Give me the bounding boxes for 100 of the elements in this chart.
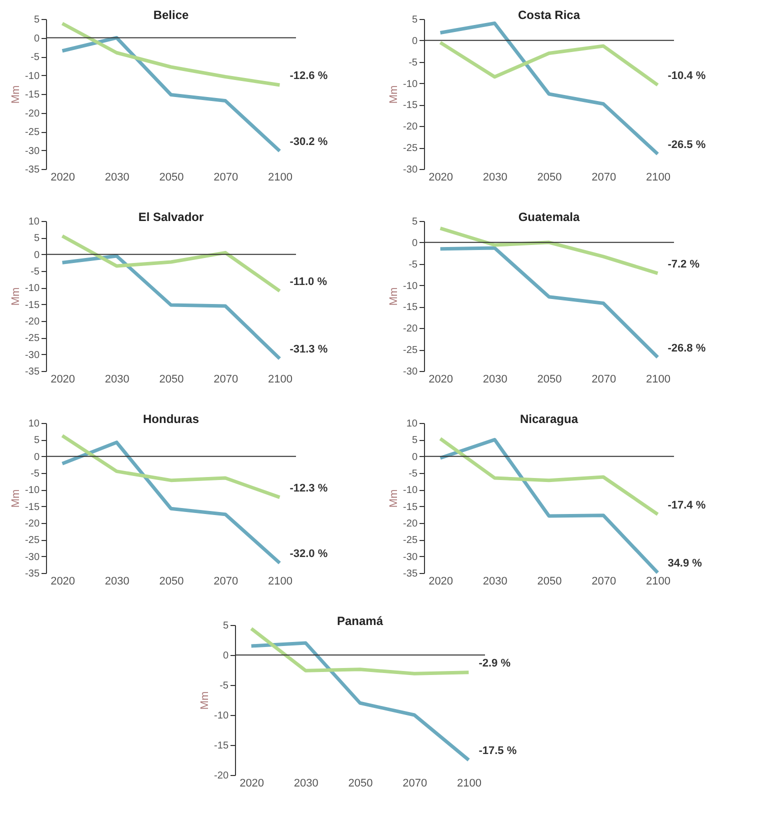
x-tick-label: 2100 (268, 576, 292, 588)
chart-title: El Salvador (138, 210, 204, 224)
y-tick-label: -30 (403, 366, 418, 378)
chart-title: Nicaragua (520, 412, 578, 426)
y-tick-label: 5 (412, 435, 418, 446)
y-tick-label: 5 (34, 233, 40, 244)
y-tick-label: -5 (30, 468, 40, 480)
y-tick-label: -10 (403, 485, 418, 496)
y-tick-label: -25 (25, 535, 40, 546)
x-tick-label: 2030 (104, 172, 130, 184)
x-tick-label: 2050 (537, 374, 562, 386)
annotation: -10.4 % (668, 70, 706, 82)
y-tick-label: -10 (403, 280, 418, 292)
y-tick-label: -35 (403, 568, 418, 580)
y-tick-label: -35 (25, 164, 40, 176)
x-tick-label: 2070 (592, 172, 616, 184)
y-tick-label: 5 (34, 435, 40, 446)
y-tick-label: -15 (403, 302, 418, 314)
annotation: -31.3 % (290, 344, 328, 356)
y-tick-label: -25 (403, 535, 418, 546)
y-tick-label: -15 (25, 502, 40, 513)
y-tick-label: 0 (34, 250, 40, 261)
y-tick-label: 10 (28, 216, 40, 228)
y-tick-label: -5 (408, 468, 418, 480)
x-tick-label: 2100 (646, 576, 670, 588)
y-tick-label: 5 (34, 14, 40, 26)
annotation: -26.5 % (668, 139, 706, 151)
x-tick-label: 2050 (537, 576, 562, 588)
y-axis-title: Mm (10, 489, 22, 508)
y-tick-label: 10 (406, 418, 418, 430)
x-tick-label: 2030 (104, 576, 130, 588)
y-tick-label: -10 (403, 78, 418, 90)
y-tick-label: -20 (403, 518, 418, 530)
annotation: -30.2 % (290, 136, 328, 148)
x-tick-label: 2100 (268, 374, 292, 386)
y-tick-label: -20 (25, 316, 40, 328)
y-tick-label: -20 (403, 122, 418, 133)
x-tick-label: 2100 (456, 778, 482, 790)
x-tick-label: 2020 (240, 778, 264, 790)
x-tick-label: 2070 (214, 172, 238, 184)
x-tick-label: 2070 (592, 576, 616, 588)
y-tick-label: -30 (25, 552, 40, 563)
y-tick-label: -25 (403, 143, 418, 154)
annotation: -7.2 % (668, 258, 700, 270)
x-tick-label: 2070 (214, 576, 238, 588)
y-tick-label: -20 (25, 108, 40, 120)
y-tick-label: -25 (403, 345, 418, 356)
y-tick-label: 10 (28, 418, 40, 430)
y-tick-label: -10 (25, 283, 40, 294)
chart-title: Honduras (142, 412, 200, 426)
annotation: -17.5 % (478, 745, 517, 757)
annotation: -17.4 % (668, 499, 706, 512)
x-tick-label: 2050 (159, 374, 184, 386)
y-tick-label: -10 (25, 70, 40, 82)
y-axis-title: Mm (388, 489, 400, 508)
x-tick-label: 2070 (592, 374, 616, 386)
annotation: -12.3 % (290, 482, 328, 494)
y-tick-label: 5 (222, 620, 229, 632)
y-tick-label: 0 (412, 36, 418, 47)
y-tick-label: 0 (412, 452, 418, 463)
y-tick-label: -15 (403, 100, 418, 112)
y-tick-label: 0 (222, 650, 229, 662)
annotation: -26.8 % (668, 342, 706, 354)
y-tick-label: 0 (34, 452, 40, 463)
y-tick-label: -10 (25, 485, 40, 496)
x-tick-label: 2030 (482, 576, 508, 588)
y-tick-label: -30 (25, 146, 40, 157)
chart-title: Costa Rica (518, 8, 580, 22)
y-tick-label: -10 (214, 710, 229, 722)
annotation: -11.0 % (290, 276, 328, 288)
chart-title: Guatemala (518, 210, 580, 224)
annotation: 34.9 % (668, 558, 702, 570)
y-axis-title: Mm (199, 691, 212, 710)
y-tick-label: -25 (25, 333, 40, 344)
chart-title: Panamá (336, 614, 384, 628)
y-tick-label: -15 (25, 90, 40, 100)
y-tick-label: -35 (25, 568, 40, 580)
y-axis-title: Mm (388, 287, 400, 306)
x-tick-label: 2020 (50, 374, 76, 386)
y-tick-label: -5 (408, 57, 418, 68)
x-tick-label: 2100 (646, 374, 670, 386)
y-tick-label: -5 (30, 52, 40, 63)
x-tick-label: 2020 (428, 576, 454, 588)
x-tick-label: 2050 (159, 576, 184, 588)
x-tick-label: 2030 (104, 374, 130, 386)
y-tick-label: -15 (403, 502, 418, 513)
annotation: -32.0 % (290, 548, 328, 560)
y-tick-label: -35 (25, 366, 40, 378)
y-tick-label: -20 (25, 518, 40, 530)
y-tick-label: -15 (214, 740, 229, 752)
x-tick-label: 2020 (50, 172, 76, 184)
x-tick-label: 2020 (428, 374, 454, 386)
x-tick-label: 2070 (214, 374, 238, 386)
y-axis-title: Mm (10, 85, 22, 104)
y-axis-title: Mm (388, 85, 400, 104)
x-tick-label: 2100 (646, 172, 670, 184)
y-tick-label: -5 (30, 266, 40, 278)
y-tick-label: -30 (403, 164, 418, 176)
y-tick-label: -25 (25, 127, 40, 138)
x-tick-label: 2020 (428, 172, 454, 184)
